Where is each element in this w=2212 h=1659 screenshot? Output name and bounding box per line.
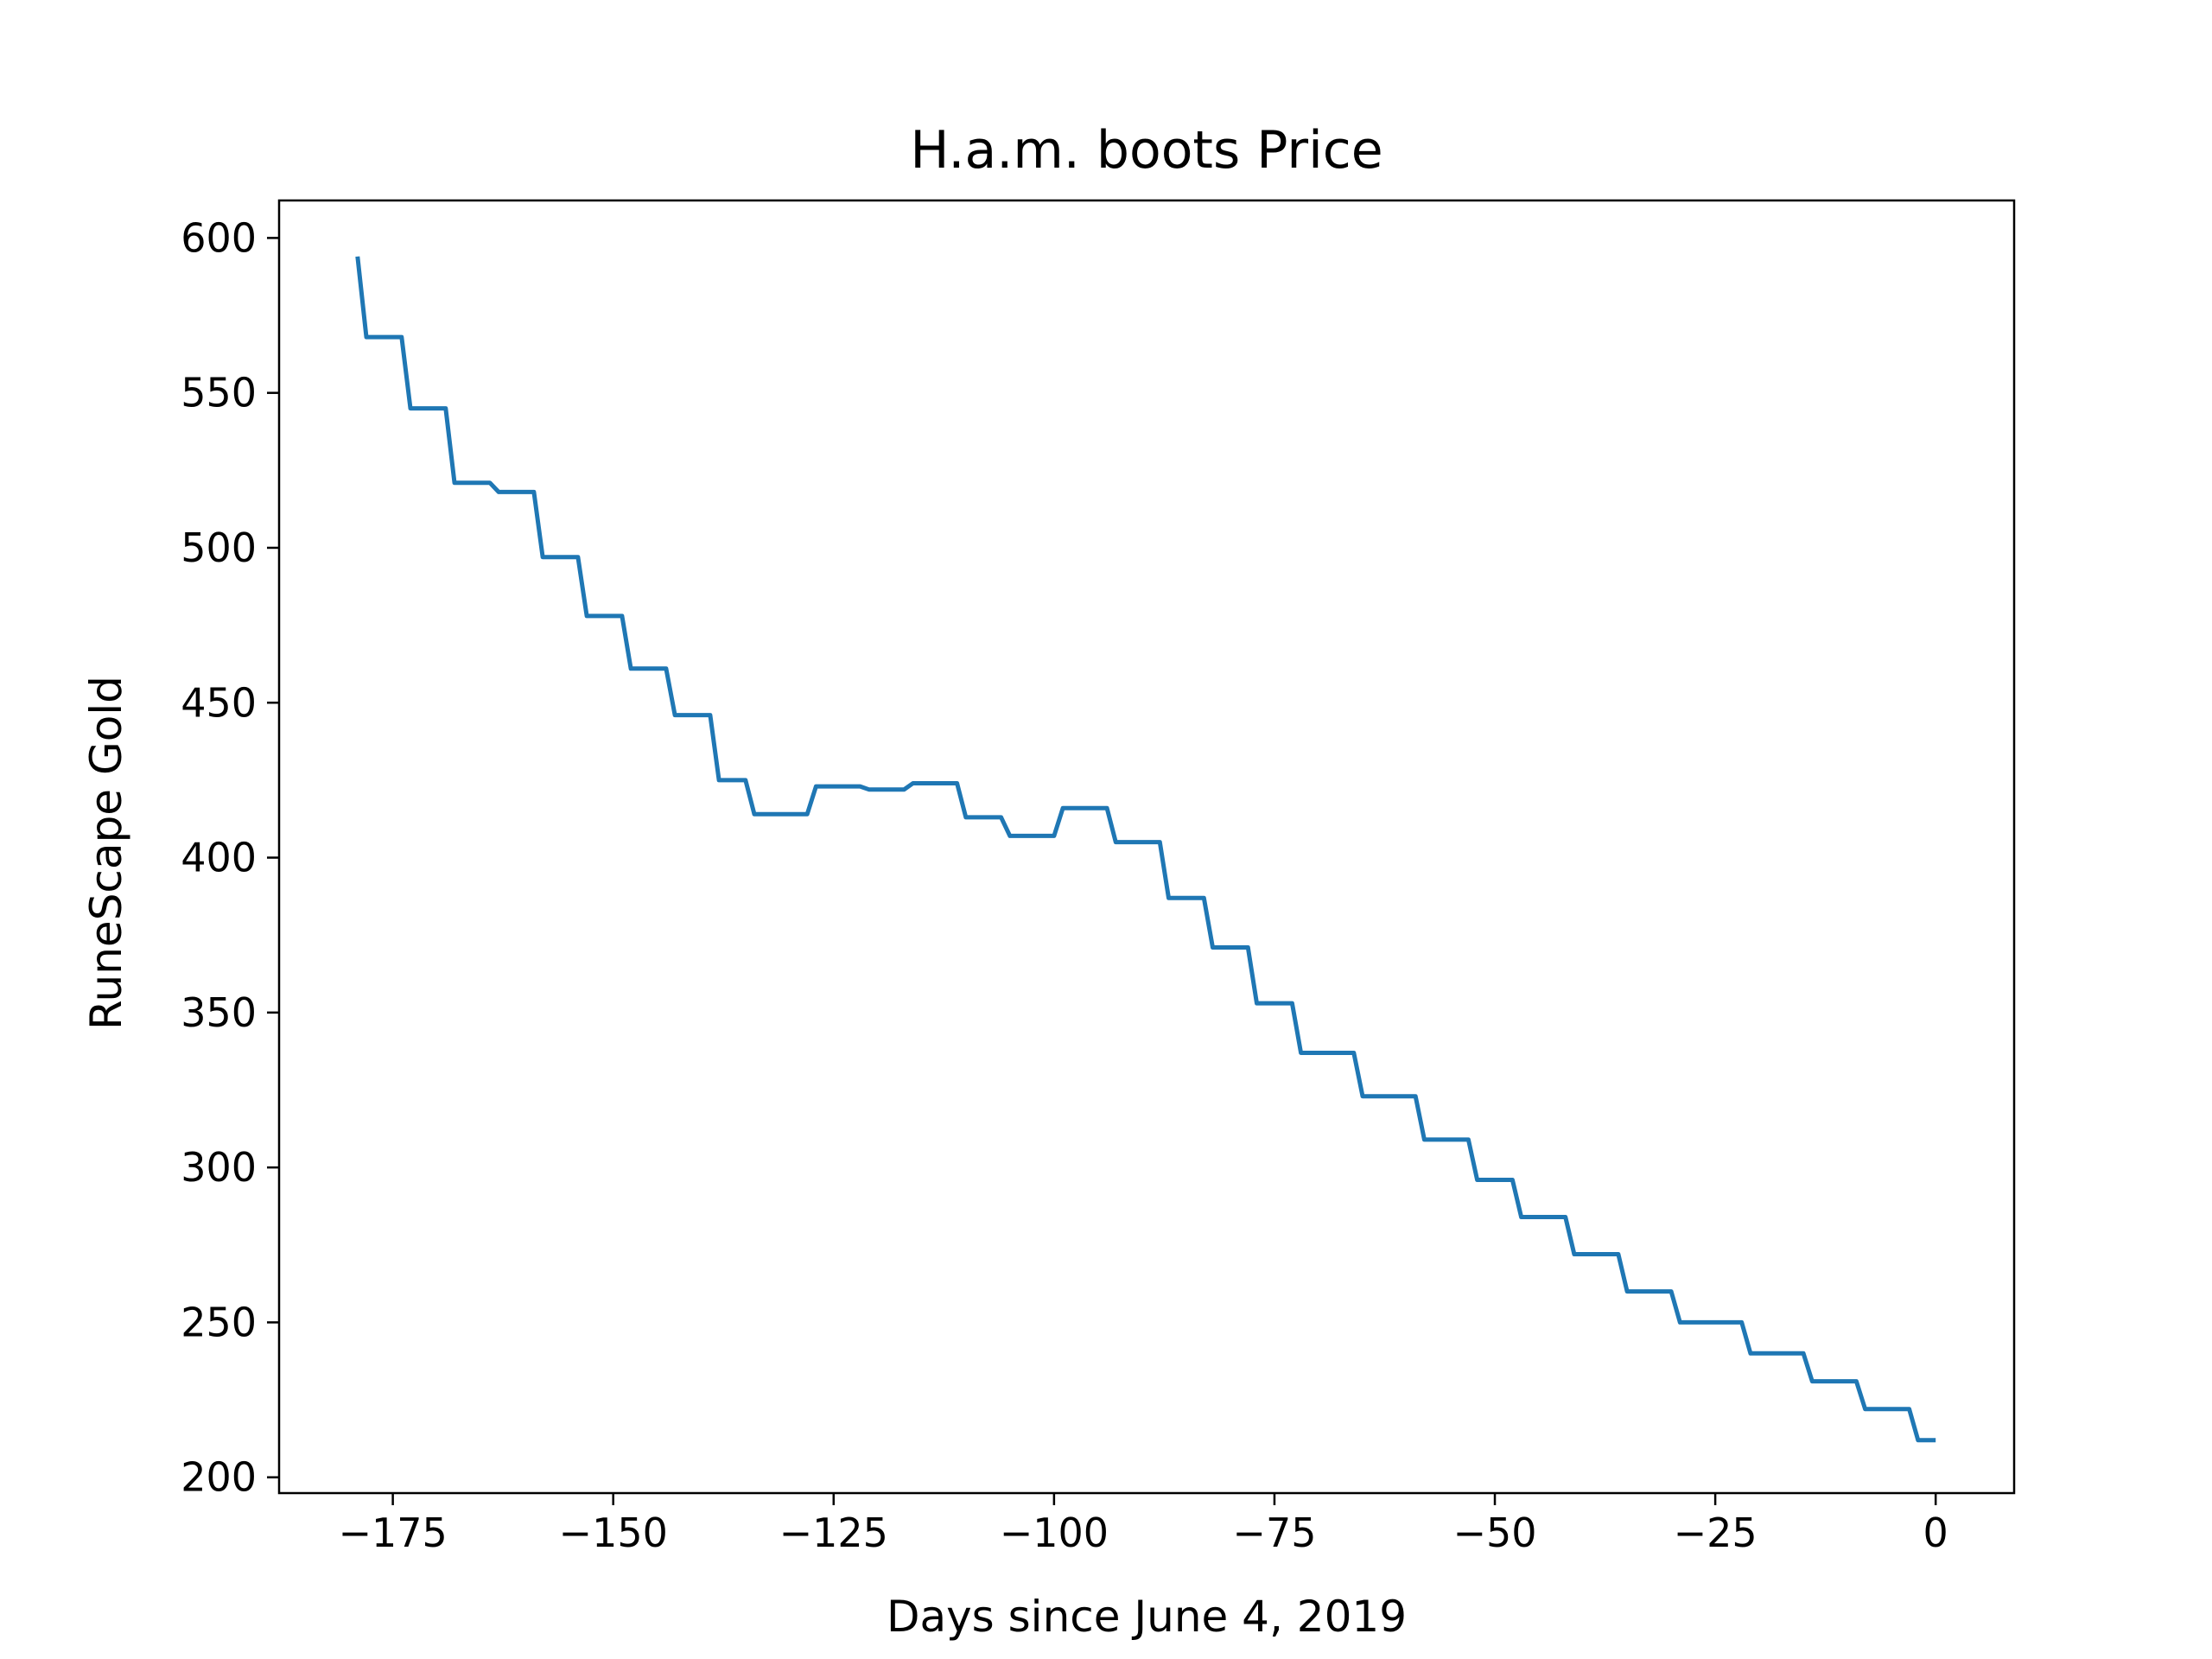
y-axis-label: RuneScape Gold bbox=[81, 676, 131, 1030]
y-tick-label: 350 bbox=[181, 989, 257, 1036]
x-tick-label: −75 bbox=[1232, 1510, 1316, 1556]
x-tick-label: −25 bbox=[1674, 1510, 1758, 1556]
y-tick-label: 600 bbox=[181, 214, 257, 261]
y-tick-label: 250 bbox=[181, 1299, 257, 1345]
x-axis-label: Days since June 4, 2019 bbox=[887, 1592, 1407, 1642]
y-tick-label: 550 bbox=[181, 370, 257, 416]
plot-area bbox=[355, 256, 1936, 1443]
y-tick-label: 500 bbox=[181, 524, 257, 571]
price-series-line bbox=[355, 256, 1936, 1443]
y-axis: 200 250 300 350 400 450 500 550 600 bbox=[181, 214, 279, 1501]
y-tick-label: 200 bbox=[181, 1454, 257, 1501]
x-tick-label: −175 bbox=[338, 1510, 447, 1556]
y-tick-label: 450 bbox=[181, 679, 257, 726]
y-tick-label: 400 bbox=[181, 835, 257, 881]
x-tick-label: −100 bbox=[1000, 1510, 1109, 1556]
chart-title: H.a.m. boots Price bbox=[910, 120, 1382, 181]
x-tick-label: −50 bbox=[1452, 1510, 1536, 1556]
x-tick-label: 0 bbox=[1923, 1510, 1948, 1556]
x-axis: −175 −150 −125 −100 −75 −50 −25 0 bbox=[338, 1493, 1948, 1556]
plot-frame bbox=[277, 199, 2016, 1495]
x-tick-label: −150 bbox=[559, 1510, 668, 1556]
y-tick-label: 300 bbox=[181, 1144, 257, 1191]
x-tick-label: −125 bbox=[779, 1510, 888, 1556]
